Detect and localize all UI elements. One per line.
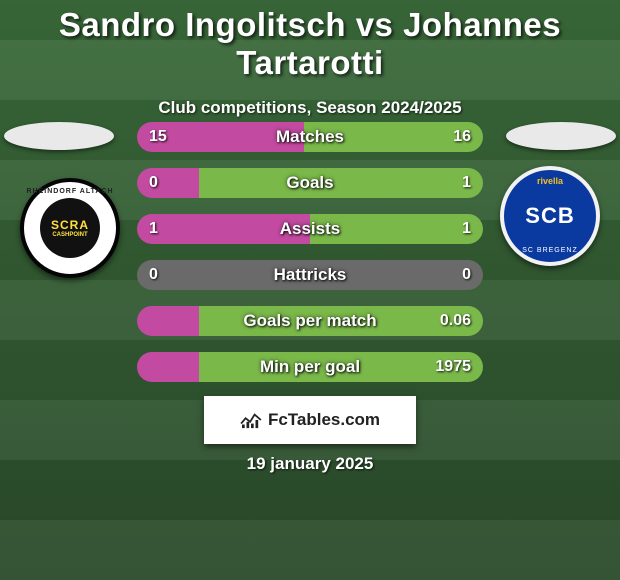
club-right-badge: rivella SCB SC BREGENZ (500, 166, 600, 266)
player-left-avatar (4, 122, 114, 150)
page-title: Sandro Ingolitsch vs Johannes Tartarotti (0, 0, 620, 82)
footer-brand-badge[interactable]: FcTables.com (204, 396, 416, 444)
player-right-avatar (506, 122, 616, 150)
stat-bar-left (137, 214, 310, 244)
stat-row: Min per goal1975 (137, 352, 483, 382)
stat-row: Goals per match0.06 (137, 306, 483, 336)
stat-bar-right (199, 168, 483, 198)
stat-bar-right (199, 306, 483, 336)
snapshot-date: 19 january 2025 (0, 454, 620, 474)
stat-bar-left (137, 122, 304, 152)
stat-bar-left (137, 168, 199, 198)
club-right-main: SCB (525, 205, 574, 227)
stat-bar-track (137, 214, 483, 244)
stat-bar-left (137, 352, 199, 382)
stat-bar-track (137, 260, 483, 290)
stat-bar-right (199, 352, 483, 382)
stat-row: Goals01 (137, 168, 483, 198)
stat-bar-left (137, 306, 199, 336)
page-subtitle: Club competitions, Season 2024/2025 (0, 98, 620, 118)
stat-bar-right (310, 260, 483, 290)
club-right-top: rivella (537, 176, 563, 186)
stat-row: Assists11 (137, 214, 483, 244)
club-left-ring-text: RHEINDORF ALTACH (26, 188, 113, 195)
stat-bar-track (137, 352, 483, 382)
comparison-bars: Matches1516 Goals01 Assists11 Hattricks00 Go… (137, 122, 483, 398)
stat-bar-track (137, 122, 483, 152)
club-left-main: SCRA (51, 218, 89, 232)
stat-bar-track (137, 306, 483, 336)
stat-bar-right (304, 122, 483, 152)
club-right-bottom: SC BREGENZ (522, 247, 578, 254)
stat-row: Hattricks00 (137, 260, 483, 290)
club-left-badge: RHEINDORF ALTACH SCRA CASHPOINT (20, 178, 120, 278)
chart-icon (240, 411, 262, 429)
footer-brand-text: FcTables.com (268, 410, 380, 430)
stat-bar-left (137, 260, 310, 290)
stat-row: Matches1516 (137, 122, 483, 152)
stat-bar-right (310, 214, 483, 244)
stat-bar-track (137, 168, 483, 198)
club-left-sub: CASHPOINT (52, 232, 87, 238)
